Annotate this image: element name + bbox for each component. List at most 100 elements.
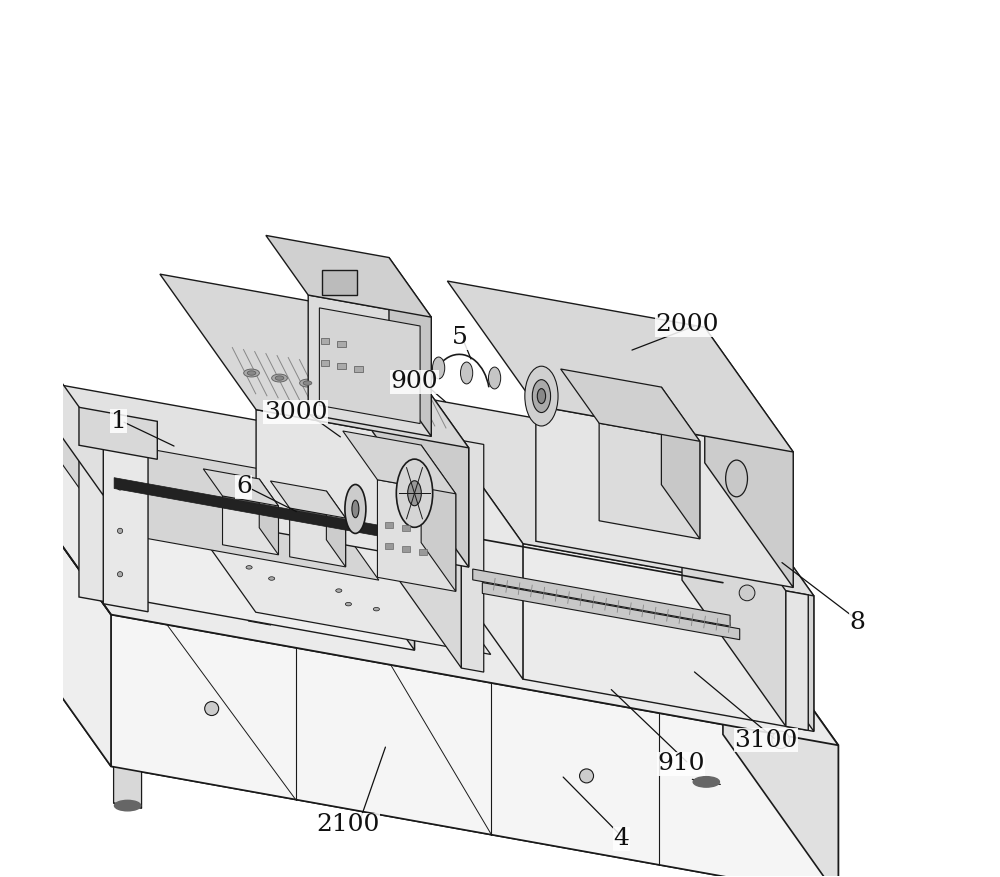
- Ellipse shape: [460, 362, 473, 384]
- Ellipse shape: [525, 367, 558, 426]
- Ellipse shape: [303, 381, 312, 385]
- Text: 8: 8: [850, 610, 866, 633]
- Polygon shape: [377, 480, 456, 591]
- Bar: [354, 366, 363, 372]
- Ellipse shape: [331, 386, 340, 390]
- Polygon shape: [682, 445, 786, 726]
- Ellipse shape: [537, 389, 546, 403]
- Polygon shape: [308, 295, 431, 437]
- Polygon shape: [421, 445, 456, 591]
- Polygon shape: [290, 508, 346, 567]
- Polygon shape: [79, 407, 157, 460]
- Polygon shape: [114, 478, 383, 537]
- Polygon shape: [103, 441, 148, 612]
- Polygon shape: [661, 387, 700, 538]
- Ellipse shape: [244, 369, 259, 377]
- Ellipse shape: [532, 380, 551, 412]
- Polygon shape: [107, 497, 415, 650]
- Ellipse shape: [345, 484, 366, 533]
- Polygon shape: [326, 491, 346, 567]
- Polygon shape: [373, 312, 469, 567]
- Bar: [337, 341, 346, 347]
- Bar: [385, 522, 393, 528]
- Polygon shape: [319, 308, 420, 424]
- Polygon shape: [710, 450, 814, 731]
- Polygon shape: [223, 496, 278, 555]
- Polygon shape: [37, 429, 379, 580]
- Ellipse shape: [114, 801, 141, 811]
- Ellipse shape: [359, 391, 368, 396]
- Polygon shape: [786, 591, 808, 731]
- Polygon shape: [0, 452, 838, 745]
- Polygon shape: [270, 481, 346, 518]
- Ellipse shape: [117, 485, 123, 490]
- Polygon shape: [330, 433, 415, 650]
- Polygon shape: [11, 311, 103, 496]
- Polygon shape: [343, 431, 456, 494]
- Polygon shape: [361, 300, 461, 668]
- Ellipse shape: [117, 528, 123, 533]
- Ellipse shape: [387, 396, 396, 400]
- Polygon shape: [79, 446, 118, 604]
- Bar: [419, 549, 427, 555]
- Ellipse shape: [272, 374, 287, 382]
- Polygon shape: [692, 736, 720, 784]
- Text: 1: 1: [111, 410, 127, 432]
- Polygon shape: [419, 397, 523, 679]
- Ellipse shape: [345, 602, 351, 606]
- Polygon shape: [482, 582, 740, 639]
- Polygon shape: [167, 488, 491, 654]
- Text: 2100: 2100: [316, 813, 380, 837]
- Polygon shape: [111, 615, 838, 877]
- FancyBboxPatch shape: [322, 270, 357, 295]
- Ellipse shape: [726, 460, 747, 496]
- Polygon shape: [256, 410, 469, 567]
- Ellipse shape: [247, 371, 256, 375]
- Ellipse shape: [275, 376, 284, 381]
- Polygon shape: [419, 397, 814, 595]
- Circle shape: [772, 731, 789, 749]
- Circle shape: [205, 702, 219, 716]
- Ellipse shape: [269, 577, 275, 581]
- Circle shape: [580, 769, 594, 783]
- Bar: [402, 524, 410, 531]
- Text: 5: 5: [452, 326, 468, 349]
- Polygon shape: [114, 759, 142, 808]
- Ellipse shape: [396, 460, 433, 527]
- Bar: [402, 546, 410, 553]
- Polygon shape: [705, 327, 793, 588]
- Polygon shape: [536, 406, 793, 588]
- Ellipse shape: [117, 572, 123, 577]
- Polygon shape: [447, 281, 793, 452]
- Ellipse shape: [384, 395, 399, 402]
- Ellipse shape: [488, 367, 501, 389]
- Polygon shape: [389, 258, 431, 437]
- Bar: [321, 338, 329, 344]
- Ellipse shape: [352, 500, 359, 517]
- Polygon shape: [523, 544, 814, 731]
- Polygon shape: [561, 369, 700, 441]
- Text: 900: 900: [391, 370, 438, 393]
- Polygon shape: [203, 469, 278, 506]
- Ellipse shape: [336, 588, 342, 592]
- Polygon shape: [266, 235, 431, 317]
- Polygon shape: [599, 424, 700, 538]
- Circle shape: [739, 585, 755, 601]
- Polygon shape: [10, 613, 38, 662]
- Polygon shape: [22, 378, 415, 553]
- Ellipse shape: [11, 654, 37, 665]
- Polygon shape: [160, 275, 469, 448]
- Polygon shape: [0, 603, 838, 877]
- Polygon shape: [0, 452, 723, 734]
- Ellipse shape: [373, 608, 379, 611]
- Polygon shape: [473, 569, 730, 626]
- Polygon shape: [723, 582, 838, 877]
- Ellipse shape: [328, 384, 343, 392]
- Text: 2000: 2000: [656, 313, 719, 337]
- Bar: [321, 360, 329, 366]
- Ellipse shape: [300, 379, 315, 387]
- Polygon shape: [461, 440, 484, 672]
- Text: 3100: 3100: [734, 729, 798, 752]
- Polygon shape: [259, 479, 278, 555]
- Ellipse shape: [433, 357, 445, 379]
